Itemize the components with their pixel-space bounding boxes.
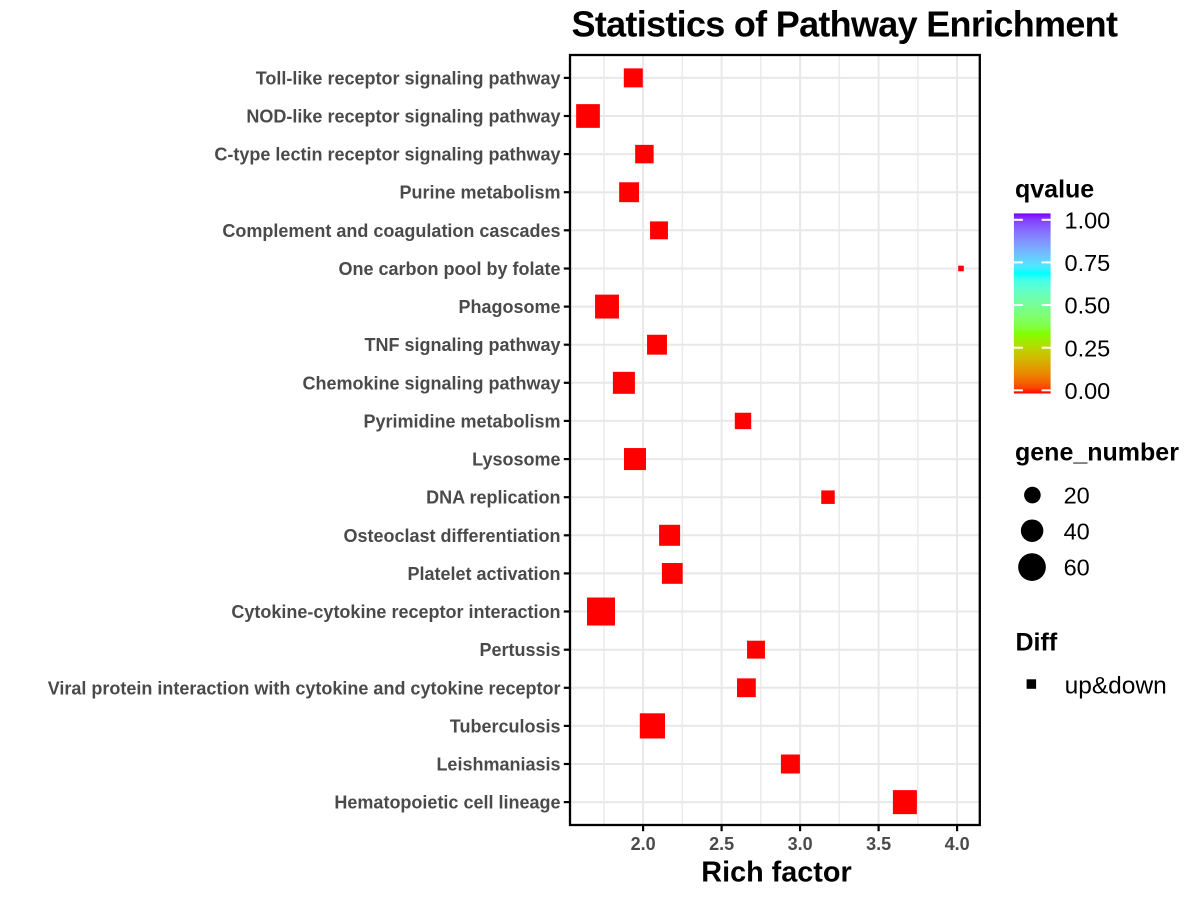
- svg-text:Phagosome: Phagosome: [458, 297, 560, 317]
- svg-text:2.5: 2.5: [709, 834, 734, 854]
- svg-text:0.50: 0.50: [1065, 293, 1111, 319]
- svg-text:Rich factor: Rich factor: [701, 857, 851, 889]
- svg-text:2.0: 2.0: [631, 834, 656, 854]
- svg-text:TNF signaling pathway: TNF signaling pathway: [364, 335, 560, 355]
- svg-text:gene_number: gene_number: [1015, 439, 1179, 467]
- svg-text:1.00: 1.00: [1065, 207, 1111, 233]
- svg-text:60: 60: [1064, 555, 1090, 581]
- svg-text:Hematopoietic cell lineage: Hematopoietic cell lineage: [334, 793, 560, 813]
- svg-text:Toll-like receptor signaling p: Toll-like receptor signaling pathway: [256, 68, 561, 88]
- svg-text:Complement and coagulation cas: Complement and coagulation cascades: [222, 221, 560, 241]
- svg-text:0.00: 0.00: [1065, 378, 1111, 404]
- svg-text:Diff: Diff: [1016, 628, 1058, 656]
- svg-text:40: 40: [1064, 518, 1090, 544]
- svg-text:4.0: 4.0: [945, 834, 970, 854]
- svg-text:One carbon pool by folate: One carbon pool by folate: [338, 259, 560, 279]
- svg-text:Pertussis: Pertussis: [479, 640, 560, 660]
- svg-text:3.0: 3.0: [788, 834, 813, 854]
- svg-text:Platelet activation: Platelet activation: [407, 564, 560, 584]
- svg-text:Leishmaniasis: Leishmaniasis: [436, 755, 560, 775]
- svg-text:Purine metabolism: Purine metabolism: [399, 183, 560, 203]
- svg-text:Osteoclast differentiation: Osteoclast differentiation: [343, 526, 560, 546]
- svg-text:DNA replication: DNA replication: [426, 488, 560, 508]
- svg-text:qvalue: qvalue: [1015, 176, 1094, 204]
- svg-text:0.75: 0.75: [1065, 250, 1111, 276]
- svg-text:Cytokine-cytokine receptor int: Cytokine-cytokine receptor interaction: [231, 602, 560, 622]
- svg-text:Lysosome: Lysosome: [472, 450, 560, 470]
- svg-text:Pyrimidine metabolism: Pyrimidine metabolism: [363, 411, 560, 431]
- svg-text:Chemokine signaling pathway: Chemokine signaling pathway: [302, 373, 560, 393]
- svg-text:3.5: 3.5: [866, 834, 891, 854]
- svg-text:Tuberculosis: Tuberculosis: [450, 716, 561, 736]
- svg-text:0.25: 0.25: [1065, 335, 1111, 361]
- svg-text:Statistics of Pathway Enrichme: Statistics of Pathway Enrichment: [572, 3, 1118, 44]
- svg-text:up&down: up&down: [1065, 672, 1167, 699]
- svg-text:Viral protein interaction with: Viral protein interaction with cytokine …: [48, 678, 561, 698]
- svg-text:C-type lectin receptor signali: C-type lectin receptor signaling pathway: [214, 145, 560, 165]
- svg-text:20: 20: [1064, 483, 1090, 509]
- svg-text:NOD-like receptor signaling pa: NOD-like receptor signaling pathway: [246, 107, 560, 127]
